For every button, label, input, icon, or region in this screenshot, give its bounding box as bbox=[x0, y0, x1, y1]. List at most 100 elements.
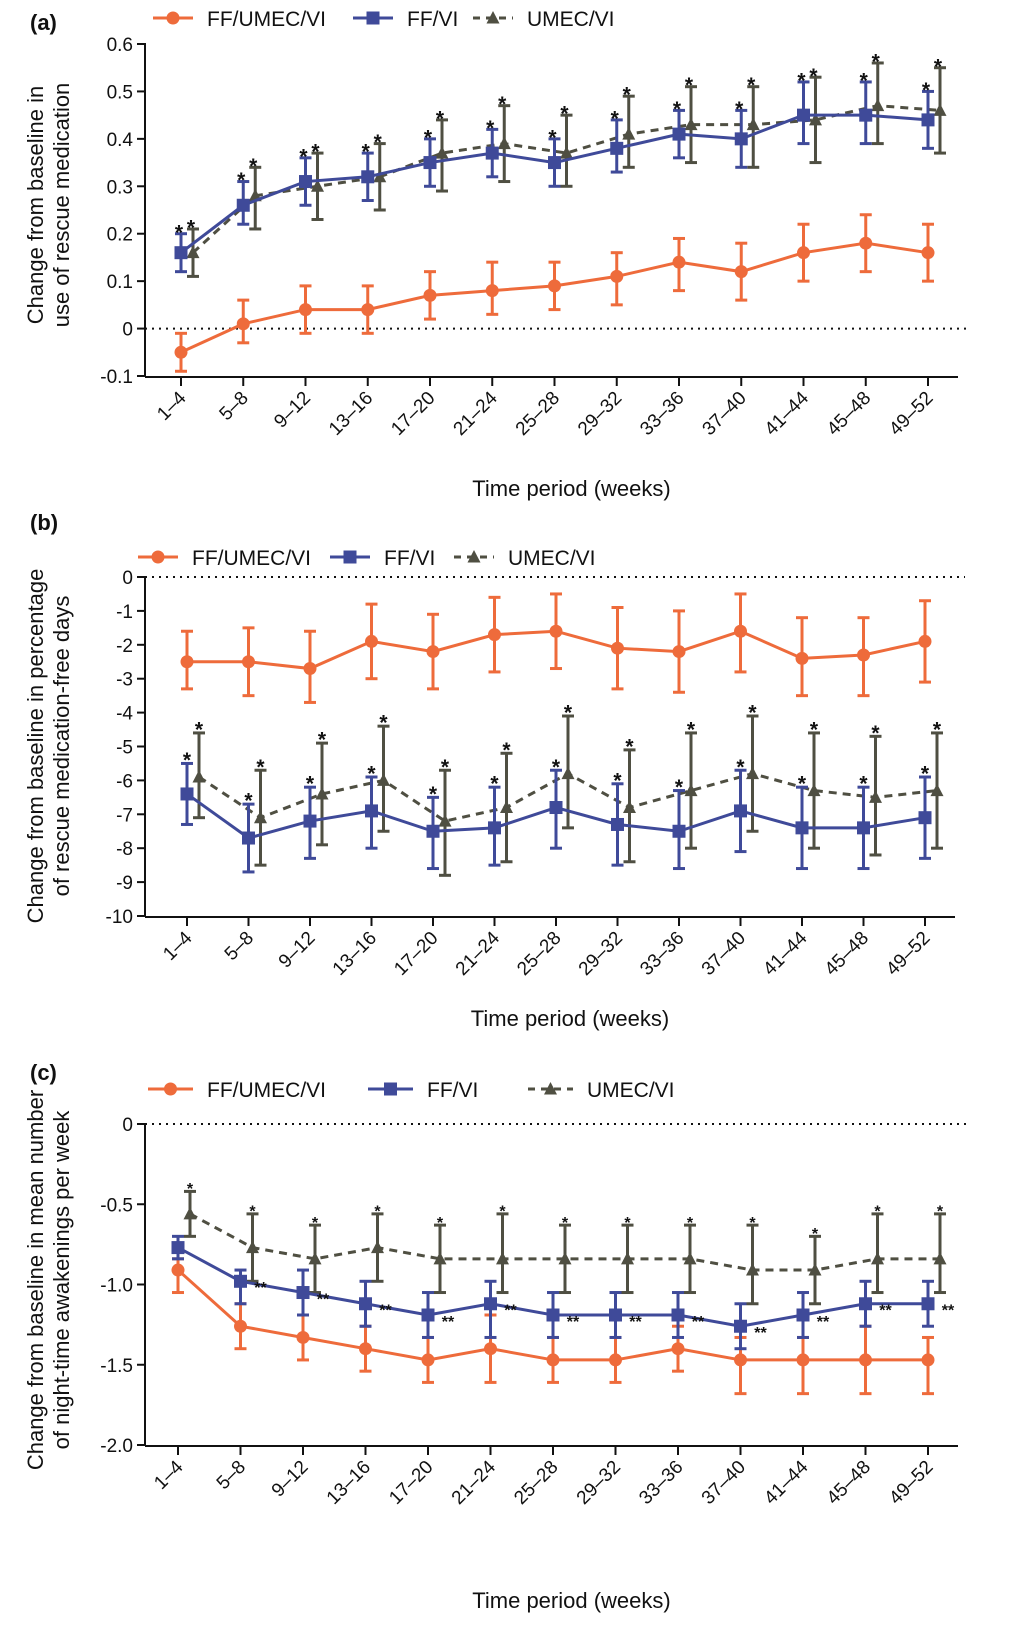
significance-marker: * bbox=[195, 718, 204, 741]
data-point bbox=[610, 141, 624, 155]
data-point bbox=[857, 821, 870, 835]
data-point bbox=[315, 786, 329, 800]
legend-item-ff-vi: FF/VI bbox=[330, 547, 435, 570]
legend-item-ff-vi: FF/VI bbox=[353, 8, 458, 31]
data-point bbox=[918, 811, 932, 825]
data-point bbox=[684, 783, 698, 797]
data-point bbox=[426, 824, 440, 838]
y-axis-title-line: of rescue medication-free days bbox=[49, 596, 74, 897]
data-point bbox=[433, 1251, 447, 1265]
significance-marker: * bbox=[934, 55, 943, 78]
y-tick-label: -2.0 bbox=[100, 1436, 133, 1457]
data-point bbox=[611, 817, 624, 831]
significance-marker: * bbox=[872, 51, 881, 74]
legend-marker bbox=[164, 1082, 177, 1096]
data-point bbox=[236, 317, 250, 331]
data-point bbox=[671, 1342, 685, 1356]
data-point bbox=[808, 1263, 822, 1276]
significance-marker: ** bbox=[379, 1303, 392, 1320]
x-axis-title: Time period (weeks) bbox=[472, 1588, 670, 1613]
x-tick-label: 9–12 bbox=[270, 388, 315, 433]
data-point bbox=[548, 156, 561, 170]
data-point bbox=[435, 146, 449, 159]
data-point bbox=[859, 108, 873, 122]
data-point bbox=[497, 136, 511, 150]
data-point bbox=[180, 655, 194, 669]
data-point bbox=[734, 265, 748, 279]
legend-marker bbox=[467, 550, 481, 563]
x-tick-label: 13–16 bbox=[323, 1457, 375, 1509]
x-tick-label: 45–48 bbox=[823, 388, 875, 440]
significance-marker: ** bbox=[504, 1303, 517, 1320]
x-tick-label: 29–32 bbox=[575, 928, 627, 980]
y-tick-label: 0 bbox=[122, 320, 133, 341]
significance-marker: ** bbox=[629, 1314, 642, 1331]
x-tick-label: 25–28 bbox=[513, 928, 565, 980]
data-point bbox=[609, 1308, 622, 1322]
significance-marker: * bbox=[552, 756, 561, 779]
y-tick-label: -7 bbox=[116, 805, 133, 826]
data-point bbox=[871, 98, 885, 112]
legend-label: UMEC/VI bbox=[587, 1079, 675, 1102]
data-point bbox=[484, 1297, 497, 1311]
x-tick-label: 17–20 bbox=[390, 928, 442, 980]
data-point bbox=[684, 117, 698, 131]
data-point bbox=[859, 1297, 872, 1311]
legend-item-umec-vi: UMEC/VI bbox=[473, 8, 615, 31]
data-point bbox=[234, 1274, 247, 1288]
significance-marker: * bbox=[249, 1204, 256, 1221]
legend-item-ff-vi: FF/VI bbox=[368, 1079, 478, 1102]
x-tick-label: 21–24 bbox=[452, 927, 505, 980]
data-point bbox=[746, 117, 760, 131]
data-point bbox=[242, 655, 255, 669]
significance-marker: * bbox=[812, 1226, 819, 1243]
significance-marker: * bbox=[625, 735, 634, 758]
significance-marker: * bbox=[810, 718, 819, 741]
data-point bbox=[921, 1353, 935, 1367]
data-point bbox=[171, 1263, 185, 1277]
significance-marker: * bbox=[687, 1215, 694, 1232]
x-tick-label: 33–36 bbox=[636, 388, 688, 440]
legend-item-ff-umec-vi: FF/UMEC/VI bbox=[138, 547, 311, 570]
x-tick-label: 17–20 bbox=[387, 388, 439, 440]
x-tick-label: 49–52 bbox=[885, 388, 937, 440]
data-point bbox=[299, 303, 312, 317]
significance-marker: * bbox=[187, 217, 196, 240]
data-point bbox=[933, 103, 947, 116]
significance-marker: * bbox=[736, 756, 745, 779]
data-point bbox=[671, 1308, 685, 1322]
significance-marker: * bbox=[809, 65, 818, 88]
data-point bbox=[672, 255, 686, 269]
y-tick-label: 0.3 bbox=[107, 177, 133, 198]
data-point bbox=[933, 1251, 947, 1265]
data-point bbox=[560, 146, 573, 159]
y-tick-label: -8 bbox=[116, 839, 133, 860]
significance-marker: ** bbox=[942, 1303, 955, 1320]
data-point bbox=[174, 246, 188, 260]
data-point bbox=[918, 634, 932, 648]
significance-marker: * bbox=[490, 773, 499, 796]
legend-marker bbox=[343, 550, 357, 564]
x-tick-label: 49–52 bbox=[882, 928, 934, 980]
legend-item-ff-umec-vi: FF/UMEC/VI bbox=[153, 8, 326, 31]
panel-c: (c) -2.0 -1.5 -1.0 -0.5 0 1–4 5–8 9–12 13–16 17–20… bbox=[23, 1060, 968, 1613]
significance-marker: * bbox=[922, 79, 931, 102]
x-tick-label: 41–44 bbox=[761, 387, 814, 440]
significance-marker: * bbox=[687, 718, 696, 741]
data-point bbox=[609, 1353, 622, 1367]
legend-label: FF/UMEC/VI bbox=[207, 1079, 326, 1102]
data-point bbox=[797, 246, 810, 260]
data-point bbox=[859, 1353, 872, 1367]
x-tick-label: 9–12 bbox=[275, 928, 320, 973]
data-point bbox=[672, 645, 686, 659]
data-point bbox=[546, 1353, 560, 1367]
significance-marker: * bbox=[937, 1204, 944, 1221]
significance-marker: * bbox=[859, 773, 868, 796]
data-point bbox=[180, 787, 194, 801]
data-point bbox=[361, 303, 375, 317]
y-axis-title-line: use of rescue medication bbox=[49, 83, 74, 328]
data-point bbox=[921, 1297, 935, 1311]
y-tick-label: -4 bbox=[116, 704, 133, 725]
data-point bbox=[795, 821, 809, 835]
data-point bbox=[672, 824, 686, 838]
